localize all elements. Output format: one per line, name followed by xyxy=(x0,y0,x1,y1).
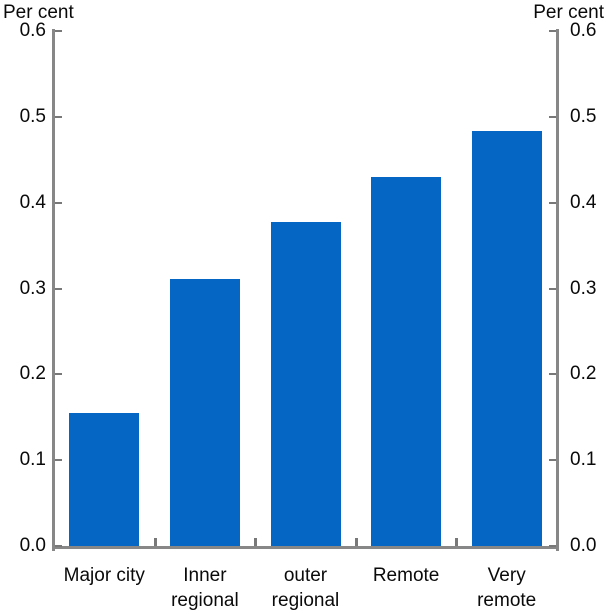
x-tick xyxy=(455,538,459,546)
x-axis xyxy=(52,546,559,549)
y-tick-right xyxy=(549,201,556,204)
bar-outer-regional xyxy=(270,222,341,546)
bar-remote xyxy=(371,176,442,546)
y-tick-right xyxy=(549,373,556,376)
y-tick-left xyxy=(55,287,62,290)
x-tick xyxy=(153,538,157,546)
y-tick-label-right: 0.5 xyxy=(570,105,597,127)
y-tick-label-right: 0.0 xyxy=(570,535,597,556)
y-tick-left xyxy=(55,373,62,376)
y-tick-label-left: 0.3 xyxy=(19,277,46,299)
y-tick-label-right: 0.2 xyxy=(570,363,597,385)
y-tick-label-left: 0.4 xyxy=(19,191,46,213)
y-axis-right xyxy=(556,29,559,551)
x-axis-label-major-city: Major city xyxy=(63,565,145,586)
y-tick-label-left: 0.6 xyxy=(19,20,46,41)
y-tick-left xyxy=(55,201,62,204)
x-tick xyxy=(354,538,358,546)
y-tick-left xyxy=(55,545,62,547)
y-axis-title-left: Per cent xyxy=(3,2,74,23)
x-axis-label-remote: Remote xyxy=(372,565,440,586)
x-axis-label-outer-regional: outer regional xyxy=(271,565,340,611)
y-tick-right xyxy=(549,459,556,462)
y-tick-label-right: 0.3 xyxy=(570,277,597,299)
x-axis-label-very-remote: Very remote xyxy=(477,565,537,611)
x-axis-label-inner-regional: Inner regional xyxy=(171,565,239,611)
y-tick-right xyxy=(549,287,556,290)
y-tick-left xyxy=(55,115,62,118)
y-axis-left xyxy=(52,29,55,551)
y-tick-right xyxy=(549,30,556,32)
y-axis-title-right: Per cent xyxy=(533,2,604,23)
y-tick-label-right: 0.6 xyxy=(570,20,597,41)
bar-major-city xyxy=(69,412,140,546)
x-tick xyxy=(254,538,258,546)
y-tick-label-left: 0.0 xyxy=(19,535,46,556)
y-tick-right xyxy=(549,115,556,118)
y-tick-label-right: 0.4 xyxy=(570,191,597,213)
y-tick-left xyxy=(55,459,62,462)
y-tick-left xyxy=(55,30,62,32)
y-tick-label-left: 0.5 xyxy=(19,105,46,127)
y-tick-right xyxy=(549,545,556,547)
bar-very-remote xyxy=(471,130,542,546)
y-tick-label-left: 0.2 xyxy=(19,363,46,385)
y-tick-label-right: 0.1 xyxy=(570,449,597,471)
y-tick-label-left: 0.1 xyxy=(19,449,46,471)
bar-inner-regional xyxy=(169,279,240,546)
